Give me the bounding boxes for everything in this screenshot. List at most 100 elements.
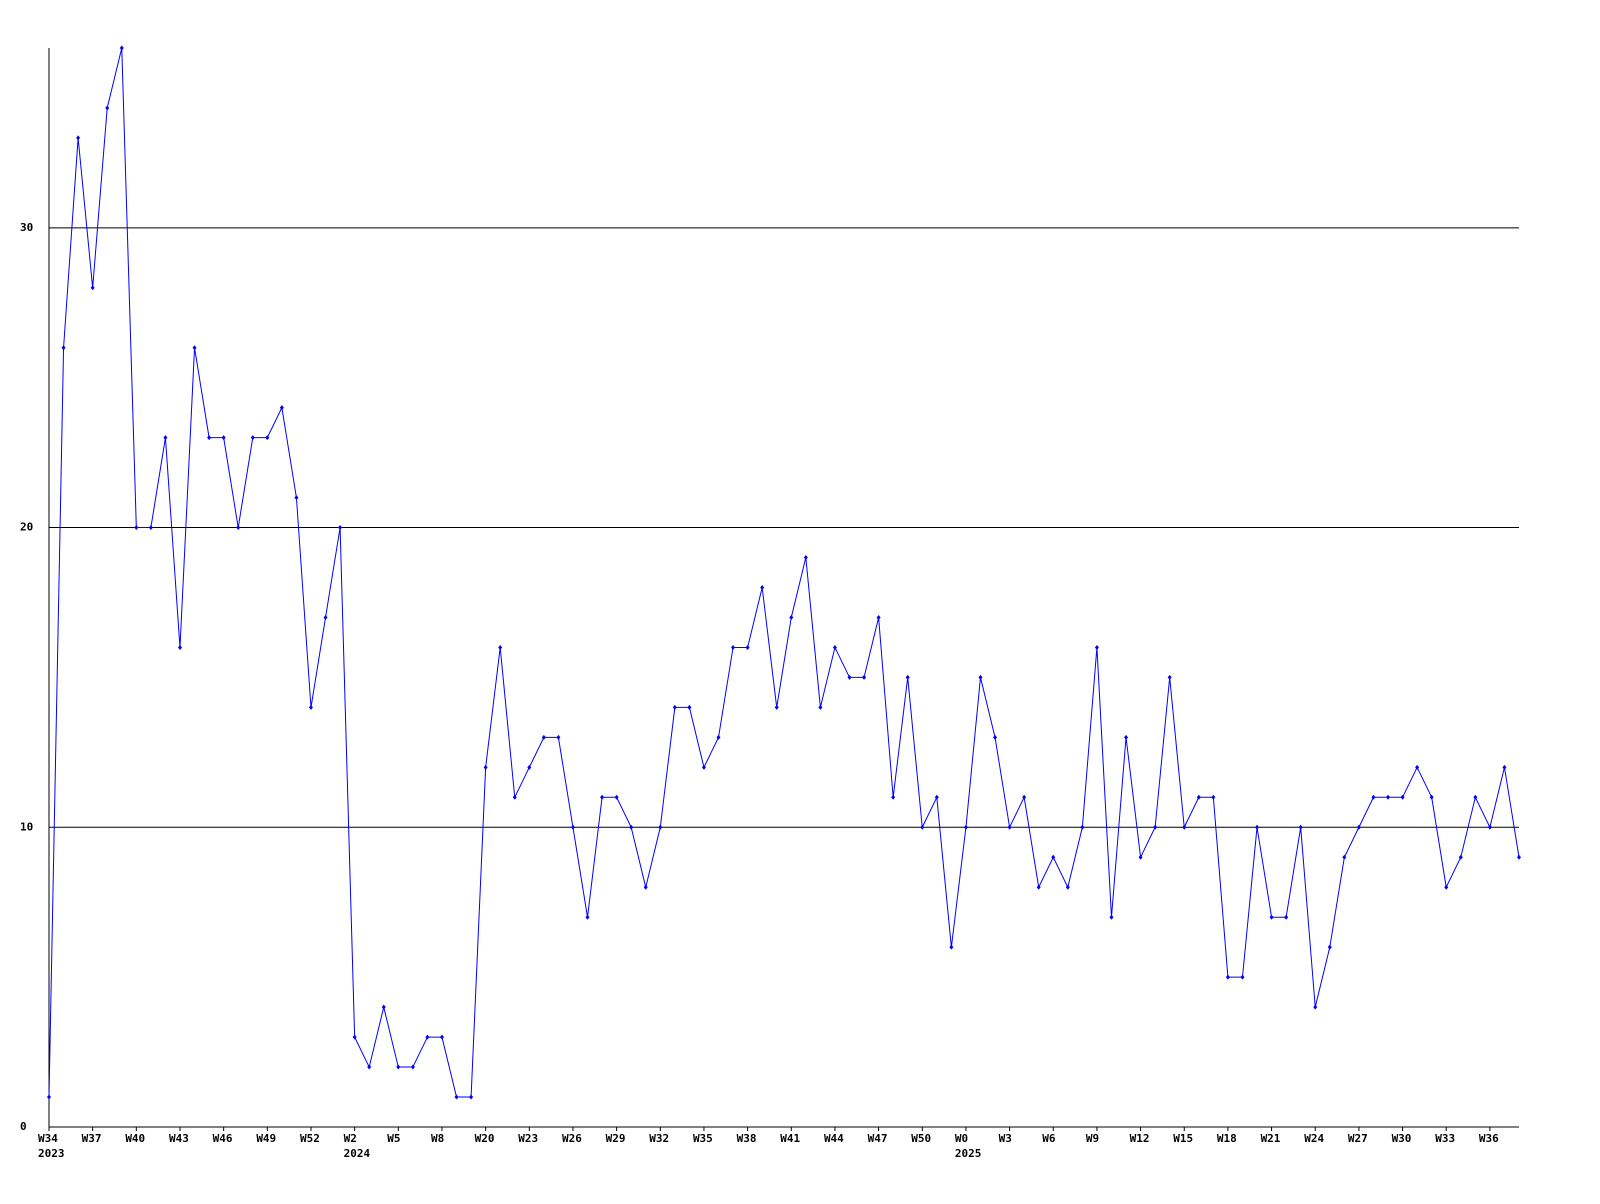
point	[1240, 974, 1245, 980]
point	[876, 614, 881, 620]
point	[934, 794, 939, 800]
point	[148, 525, 153, 531]
x-year-label: 2023	[38, 1147, 65, 1160]
x-tick-label: W8	[431, 1132, 444, 1145]
series-line	[48, 47, 1520, 1098]
point	[614, 794, 619, 800]
point	[454, 1094, 459, 1100]
point	[76, 135, 81, 141]
point	[1153, 824, 1158, 830]
point	[61, 345, 66, 351]
x-tick-label: W0	[955, 1132, 968, 1145]
x-tick-label: W35	[693, 1132, 713, 1145]
point	[469, 1094, 474, 1100]
y-tick-label: 0	[20, 1120, 27, 1133]
point	[672, 704, 677, 710]
point	[1313, 1004, 1318, 1010]
x-tick-label: W23	[518, 1132, 538, 1145]
point	[439, 1034, 444, 1040]
y-tick-label: 20	[20, 521, 33, 534]
point	[862, 674, 867, 680]
x-tick-label: W20	[475, 1132, 495, 1145]
point	[905, 674, 910, 680]
x-tick-label: W21	[1261, 1132, 1281, 1145]
x-tick-label: W36	[1479, 1132, 1499, 1145]
point	[367, 1064, 372, 1070]
point	[498, 644, 503, 650]
x-tick-label: W44	[824, 1132, 844, 1145]
point	[949, 944, 954, 950]
point	[993, 734, 998, 740]
point	[308, 704, 313, 710]
point	[963, 824, 968, 830]
point	[1255, 824, 1260, 830]
point	[265, 435, 270, 441]
point	[1109, 914, 1114, 920]
point	[920, 824, 925, 830]
point	[1298, 824, 1303, 830]
x-tick-label: W47	[868, 1132, 888, 1145]
point	[1051, 854, 1056, 860]
point	[1517, 854, 1521, 860]
point	[425, 1034, 430, 1040]
x-tick-label: W49	[256, 1132, 276, 1145]
x-tick-label: W33	[1435, 1132, 1455, 1145]
point	[774, 704, 779, 710]
x-tick-label: W2	[344, 1132, 357, 1145]
x-tick-label: W18	[1217, 1132, 1237, 1145]
point	[1080, 824, 1085, 830]
point	[338, 525, 343, 531]
point	[1022, 794, 1027, 800]
point	[1211, 794, 1216, 800]
x-tick-label: W34	[38, 1132, 58, 1145]
point	[1094, 644, 1099, 650]
point	[1327, 944, 1332, 950]
point	[1138, 854, 1143, 860]
x-tick-label: W40	[125, 1132, 145, 1145]
point	[731, 644, 736, 650]
point	[323, 614, 328, 620]
point	[1225, 974, 1230, 980]
x-tick-label: W50	[911, 1132, 931, 1145]
point	[294, 495, 299, 501]
x-tick-label: W30	[1392, 1132, 1412, 1145]
x-tick-label: W15	[1173, 1132, 1193, 1145]
x-tick-label: W41	[780, 1132, 800, 1145]
x-tick-label: W12	[1130, 1132, 1150, 1145]
x-tick-label: W27	[1348, 1132, 1368, 1145]
point	[105, 105, 110, 111]
point	[1444, 884, 1449, 890]
x-tick-label: W46	[213, 1132, 233, 1145]
point	[410, 1064, 415, 1070]
point	[1182, 824, 1187, 830]
point	[119, 45, 124, 51]
point	[279, 405, 284, 411]
point	[570, 824, 575, 830]
point	[629, 824, 634, 830]
point	[163, 435, 168, 441]
point	[1065, 884, 1070, 890]
point	[1007, 824, 1012, 830]
point	[1429, 794, 1434, 800]
point	[134, 525, 139, 531]
point	[1284, 914, 1289, 920]
point	[701, 764, 706, 770]
point	[760, 585, 765, 590]
point	[396, 1064, 401, 1070]
point	[1487, 824, 1492, 830]
point	[1269, 914, 1274, 920]
point	[512, 794, 517, 800]
point	[556, 734, 561, 740]
point	[192, 345, 197, 351]
x-tick-label: W24	[1304, 1132, 1324, 1145]
point	[1196, 794, 1201, 800]
point	[1167, 674, 1172, 680]
x-tick-label: W38	[737, 1132, 757, 1145]
point	[177, 644, 182, 650]
point	[1400, 794, 1405, 800]
x-tick-label: W43	[169, 1132, 189, 1145]
point	[803, 555, 808, 561]
point	[1502, 764, 1507, 770]
